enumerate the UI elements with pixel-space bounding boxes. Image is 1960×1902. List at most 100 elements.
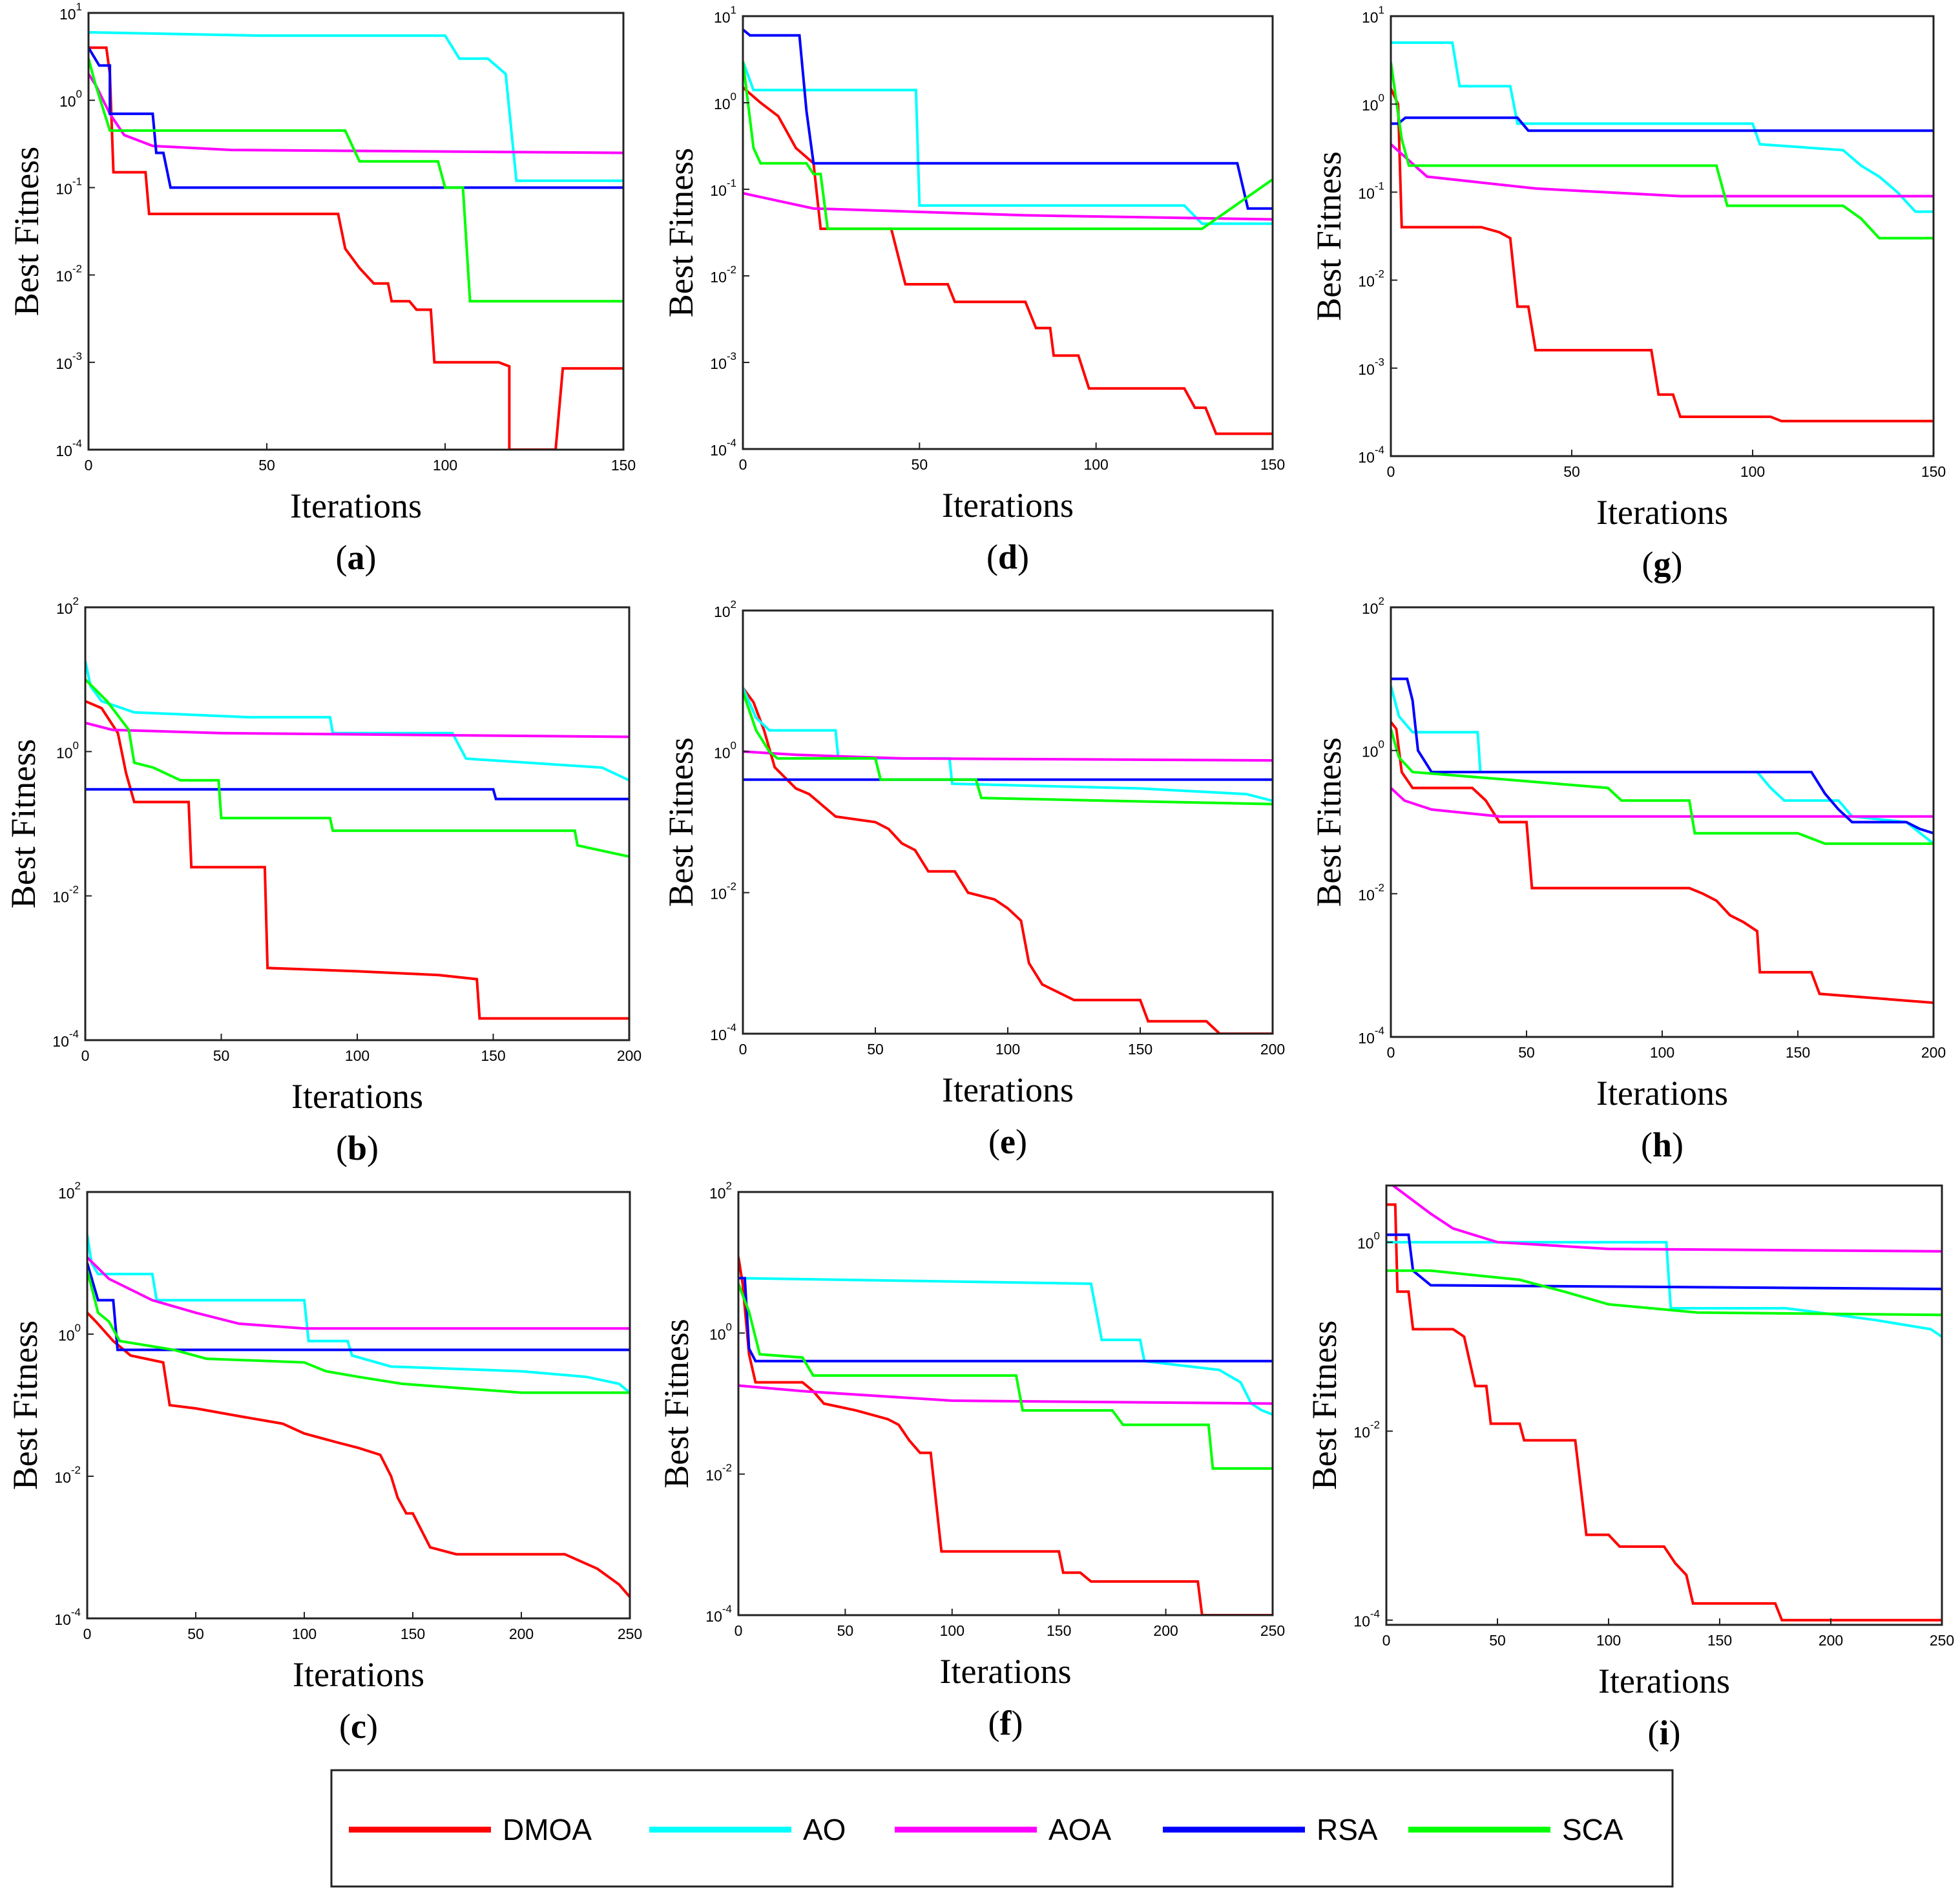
x-tick-label: 150 bbox=[1707, 1632, 1732, 1649]
y-tick-label: 101 bbox=[714, 4, 736, 26]
series-ao-line bbox=[738, 1277, 1273, 1416]
x-axis-label: Iterations bbox=[942, 1071, 1074, 1109]
series-ao-line bbox=[89, 31, 623, 182]
x-axis-label: Iterations bbox=[1596, 493, 1728, 532]
plot-frame bbox=[87, 12, 625, 451]
x-tick-label: 0 bbox=[85, 457, 93, 474]
y-tick-label: 10-1 bbox=[1358, 180, 1384, 202]
y-tick-label: 10-2 bbox=[54, 1464, 81, 1486]
x-tick-label: 0 bbox=[1382, 1632, 1391, 1649]
y-tick-label: 10-3 bbox=[710, 350, 736, 372]
plot-frame bbox=[737, 1191, 1274, 1616]
series-sca-line bbox=[738, 1283, 1273, 1470]
plot-frame bbox=[1385, 1184, 1943, 1626]
x-tick-label: 50 bbox=[912, 456, 928, 473]
y-axis-label: Best Fitness bbox=[1305, 1321, 1344, 1490]
y-tick-label: 10-3 bbox=[56, 350, 82, 372]
series-aoa-line bbox=[87, 1256, 630, 1330]
x-tick-label: 100 bbox=[433, 457, 457, 474]
series-sca-line bbox=[1391, 61, 1934, 240]
x-tick-label: 150 bbox=[1128, 1041, 1152, 1058]
y-tick-label: 10-4 bbox=[710, 437, 736, 459]
panel-e: 0 50 100 150 200 10-4 10-2 100 102 Best Fitness It… bbox=[662, 598, 1285, 1161]
series-rsa-line bbox=[738, 1277, 1273, 1363]
x-axis-label: Iterations bbox=[1598, 1662, 1730, 1700]
x-tick-label: 200 bbox=[1921, 1044, 1946, 1061]
panel-caption: (e) bbox=[988, 1122, 1027, 1161]
y-axis-label: Best Fitness bbox=[662, 148, 700, 318]
x-axis-label: Iterations bbox=[940, 1652, 1072, 1691]
y-tick-label: 101 bbox=[59, 1, 82, 23]
series-aoa-line bbox=[743, 192, 1273, 221]
y-tick-label: 100 bbox=[714, 90, 736, 112]
y-tick-label: 10-4 bbox=[1358, 1025, 1384, 1047]
x-tick-label: 100 bbox=[1596, 1632, 1621, 1649]
series-ao-line bbox=[1391, 685, 1934, 845]
series-rsa-line bbox=[743, 28, 1273, 210]
y-tick-label: 10-2 bbox=[1358, 268, 1384, 290]
y-tick-label: 100 bbox=[709, 1321, 732, 1343]
panel-b: 0 50 100 150 200 10-4 10-2 100 102 Best Fitness It… bbox=[4, 595, 641, 1167]
series-dmoa-line bbox=[1386, 1203, 1942, 1622]
panel-d: 0 50 100 150 10-4 10-3 10-2 10-1 100 101 Best Fitn… bbox=[662, 4, 1285, 576]
x-tick-label: 150 bbox=[1921, 463, 1946, 480]
y-tick-label: 10-4 bbox=[52, 1028, 79, 1050]
series-rsa-line bbox=[87, 1262, 630, 1352]
series-ao-line bbox=[1386, 1240, 1942, 1338]
series-dmoa-line bbox=[743, 86, 1273, 435]
series-aoa-line bbox=[85, 721, 629, 738]
series-sca-line bbox=[87, 1270, 630, 1394]
series-dmoa-line bbox=[738, 1257, 1273, 1615]
x-tick-label: 250 bbox=[618, 1625, 642, 1642]
legend: DMOA AO AOA RSA SCA bbox=[330, 1769, 1674, 1888]
y-tick-label: 102 bbox=[56, 595, 79, 617]
x-tick-label: 200 bbox=[1819, 1632, 1843, 1649]
y-tick-label: 100 bbox=[1362, 92, 1384, 114]
series-ao-line bbox=[743, 61, 1273, 225]
panel-c: 0 50 100 150 200 250 10-4 10-2 100 102 Best Fitnes… bbox=[6, 1180, 642, 1746]
y-tick-label: 102 bbox=[714, 598, 736, 620]
y-tick-label: 10-4 bbox=[54, 1606, 81, 1628]
series-dmoa-line bbox=[85, 700, 629, 1020]
x-tick-label: 0 bbox=[81, 1047, 90, 1064]
legend-label-ao: AO bbox=[803, 1813, 846, 1846]
x-tick-label: 250 bbox=[1260, 1622, 1285, 1639]
y-tick-label: 100 bbox=[56, 739, 79, 761]
panel-h: 0 50 100 150 200 10-4 10-2 100 102 Best Fitness It… bbox=[1309, 595, 1946, 1164]
y-tick-label: 10-2 bbox=[710, 881, 736, 903]
x-tick-label: 150 bbox=[1260, 456, 1285, 473]
y-tick-label: 10-4 bbox=[705, 1603, 732, 1625]
legend-label-dmoa: DMOA bbox=[503, 1813, 592, 1846]
y-axis-label: Best Fitness bbox=[4, 739, 43, 909]
y-tick-label: 10-2 bbox=[1358, 881, 1384, 903]
series-sca-line bbox=[89, 58, 623, 303]
panel-g: 0 50 100 150 10-4 10-3 10-2 10-1 100 101 Best Fitn… bbox=[1309, 4, 1946, 583]
panel-caption: (a) bbox=[336, 538, 377, 577]
plot-frame bbox=[742, 609, 1274, 1035]
panel-caption: (b) bbox=[336, 1129, 379, 1167]
series-aoa-line bbox=[1391, 143, 1934, 198]
x-tick-label: 50 bbox=[213, 1047, 230, 1064]
x-tick-label: 250 bbox=[1930, 1632, 1954, 1649]
series-dmoa-line bbox=[87, 1312, 630, 1598]
x-tick-label: 100 bbox=[1740, 463, 1765, 480]
x-tick-label: 100 bbox=[1083, 456, 1108, 473]
y-tick-label: 102 bbox=[58, 1180, 81, 1202]
y-axis-label: Best Fitness bbox=[657, 1319, 696, 1489]
x-tick-label: 150 bbox=[611, 457, 636, 474]
y-tick-label: 100 bbox=[58, 1322, 81, 1344]
panel-a: 0 50 100 150 10-4 10-3 10-2 10-1 100 101 Best Fitn… bbox=[7, 1, 636, 577]
panel-i: 0 50 100 150 200 250 10-4 10-2 100 Best Fitness It… bbox=[1305, 1184, 1954, 1752]
x-tick-label: 200 bbox=[1153, 1622, 1178, 1639]
x-tick-label: 0 bbox=[735, 1622, 743, 1639]
series-aoa-line bbox=[89, 73, 623, 154]
y-tick-label: 10-2 bbox=[56, 263, 82, 285]
x-tick-label: 50 bbox=[1518, 1044, 1535, 1061]
x-tick-label: 100 bbox=[292, 1625, 317, 1642]
series-ao-line bbox=[85, 660, 629, 782]
panel-caption: (f) bbox=[988, 1704, 1023, 1742]
panel-caption: (c) bbox=[339, 1707, 378, 1746]
y-tick-label: 100 bbox=[59, 88, 82, 110]
y-tick-label: 100 bbox=[1362, 738, 1384, 760]
